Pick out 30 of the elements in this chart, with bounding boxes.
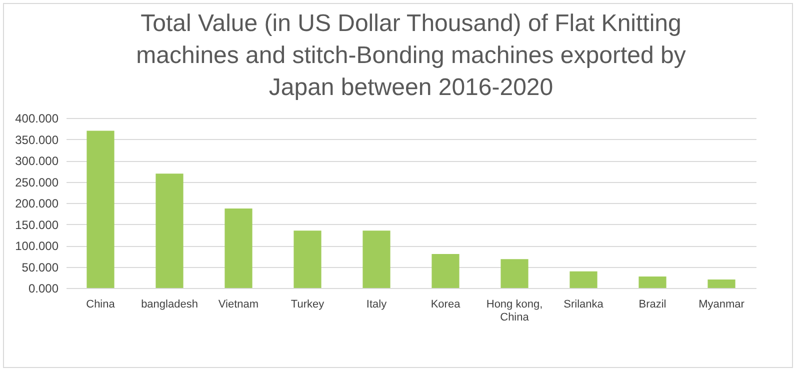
y-tick-label: 350.000 [15, 132, 59, 147]
bar [224, 208, 252, 288]
x-tick-label: bangladesh [141, 298, 198, 310]
x-tick-label: Brazil [638, 298, 666, 310]
bar [638, 276, 666, 288]
y-tick-label: 0.000 [28, 282, 59, 296]
bar [432, 254, 460, 288]
y-tick-label: 300.000 [15, 154, 59, 168]
chart-title: Total Value (in US Dollar Thousand) of Flat Knitting machines and stitch-Bonding machines exported by Japan between 2016-2020 [136, 10, 686, 101]
y-tick-label: 250.000 [15, 175, 59, 190]
y-tick-label: 50.000 [22, 260, 59, 274]
bar [500, 259, 528, 288]
bar [362, 230, 390, 288]
x-tick-label: Hong kong, China [486, 298, 543, 324]
bar [294, 230, 322, 288]
x-tick-label: Italy [366, 298, 388, 310]
x-tick-label: Myanmar [698, 298, 745, 310]
bar [86, 130, 114, 288]
y-tick-label: 400.000 [15, 112, 59, 126]
x-tick-label: Korea [430, 298, 462, 310]
x-tick-label: Turkey [290, 298, 325, 310]
x-tick-label: China [86, 298, 116, 310]
bar [708, 280, 736, 288]
x-tick-label: Srilanka [564, 298, 604, 310]
y-tick-label: 100.000 [15, 239, 59, 253]
bar [570, 271, 598, 288]
y-tick-label: 200.000 [15, 196, 59, 210]
y-tick-label: 150.000 [15, 218, 59, 232]
x-tick-label: Vietnam [218, 298, 259, 310]
bar [156, 174, 184, 288]
